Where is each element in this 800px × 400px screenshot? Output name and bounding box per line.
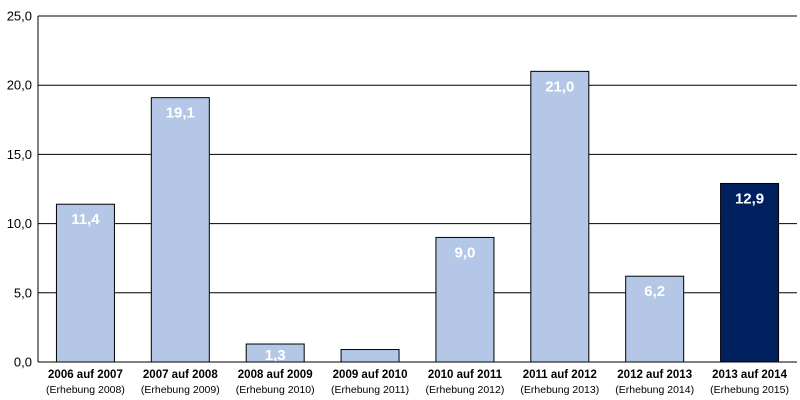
x-tick-label: 2013 auf 2014	[712, 369, 787, 381]
x-tick-label: 2008 auf 2009	[238, 369, 313, 381]
y-tick-label: 15,0	[7, 147, 32, 162]
x-tick-label: 2012 auf 2013	[617, 369, 692, 381]
data-label: 9,0	[455, 244, 476, 261]
bars	[55, 70, 780, 363]
x-tick-label: 2009 auf 2010	[333, 369, 408, 381]
bar	[340, 349, 400, 363]
x-tick-sublabel: (Erhebung 2014)	[615, 384, 694, 396]
bar	[55, 203, 115, 363]
data-label: 6,2	[644, 283, 665, 300]
bar	[625, 275, 685, 363]
y-tick-label: 10,0	[7, 216, 32, 231]
x-tick-sublabel: (Erhebung 2015)	[710, 384, 789, 396]
bar	[150, 97, 210, 363]
y-axis-ticks: 0,0 5,0 10,0 15,0 20,0 25,0	[7, 9, 32, 370]
y-tick-label: 20,0	[7, 78, 32, 93]
data-labels: 11,4 19,1 1,3 9,0 21,0 6,2 12,9	[71, 78, 764, 364]
x-tick-label: 2007 auf 2008	[143, 369, 218, 381]
x-tick-sublabel: (Erhebung 2011)	[331, 384, 409, 396]
x-tick-sublabel: (Erhebung 2012)	[426, 384, 505, 396]
x-axis-labels: 2006 auf 2007 (Erhebung 2008) 2007 auf 200…	[46, 369, 789, 396]
data-label: 11,4	[71, 211, 100, 228]
data-label: 21,0	[545, 78, 574, 95]
bar	[720, 182, 780, 363]
y-tick-label: 25,0	[7, 9, 32, 24]
x-tick-sublabel: (Erhebung 2013)	[520, 384, 599, 396]
data-label: 12,9	[735, 190, 764, 207]
y-tick-label: 5,0	[14, 285, 32, 300]
x-tick-label: 2006 auf 2007	[48, 369, 123, 381]
x-tick-sublabel: (Erhebung 2010)	[236, 384, 315, 396]
bar	[435, 236, 495, 363]
x-tick-label: 2011 auf 2012	[523, 369, 597, 381]
x-tick-sublabel: (Erhebung 2009)	[141, 384, 220, 396]
y-tick-label: 0,0	[14, 355, 32, 370]
data-label: 19,1	[166, 105, 195, 122]
x-tick-sublabel: (Erhebung 2008)	[46, 384, 125, 396]
bar	[530, 70, 590, 363]
x-tick-label: 2010 auf 2011	[428, 369, 503, 381]
data-label: 1,3	[265, 347, 286, 364]
